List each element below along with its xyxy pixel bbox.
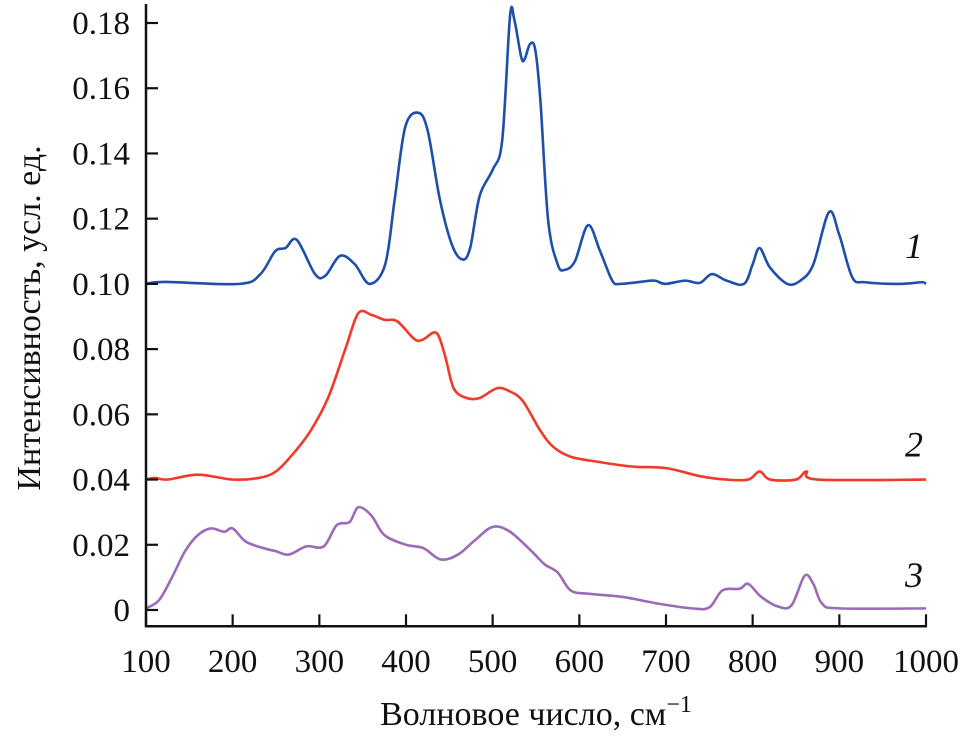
series-label-2: 2 <box>905 425 923 465</box>
x-tick-label: 200 <box>208 644 258 680</box>
series-label-3: 3 <box>904 555 923 595</box>
x-tick-label: 900 <box>815 644 865 680</box>
x-tick-label: 100 <box>121 644 171 680</box>
series-line-3 <box>145 505 927 611</box>
x-axis-label-text: Волновое число, см <box>380 696 666 733</box>
axes: 0 0.02 0.04 0.06 0.08 0.10 0.12 0.14 0.16 0.18 100… <box>72 4 959 680</box>
y-tick-label: 0.06 <box>72 397 130 433</box>
x-tick-label: 600 <box>555 644 605 680</box>
y-tick-label: 0.08 <box>72 332 130 368</box>
y-tick-label: 0.18 <box>72 6 130 42</box>
x-axis-label-exponent: −1 <box>666 692 692 718</box>
y-tick-label: 0.14 <box>72 136 130 172</box>
x-axis-label: Волновое число, см−1 <box>380 692 692 733</box>
x-tick-label: 300 <box>295 644 345 680</box>
y-tick-label: 0 <box>114 593 131 629</box>
y-tick-label: 0.16 <box>72 71 130 107</box>
x-tick-label: 1000 <box>893 644 959 680</box>
y-tick-label: 0.10 <box>72 267 130 303</box>
y-tick-label: 0.02 <box>72 528 130 564</box>
series-line-1 <box>145 5 927 287</box>
x-tick-label: 400 <box>381 644 431 680</box>
series-label-1: 1 <box>905 226 923 266</box>
x-tick-label: 700 <box>641 644 691 680</box>
y-axis-label: Интенсивность, усл. ед. <box>11 145 48 490</box>
series-line-2 <box>145 309 927 482</box>
series-labels: 1 2 3 <box>904 226 923 595</box>
x-tick-label: 800 <box>728 644 778 680</box>
y-tick-label: 0.04 <box>72 463 130 499</box>
series-layer <box>145 5 927 611</box>
x-tick-label: 500 <box>468 644 518 680</box>
y-tick-label: 0.12 <box>72 202 130 238</box>
